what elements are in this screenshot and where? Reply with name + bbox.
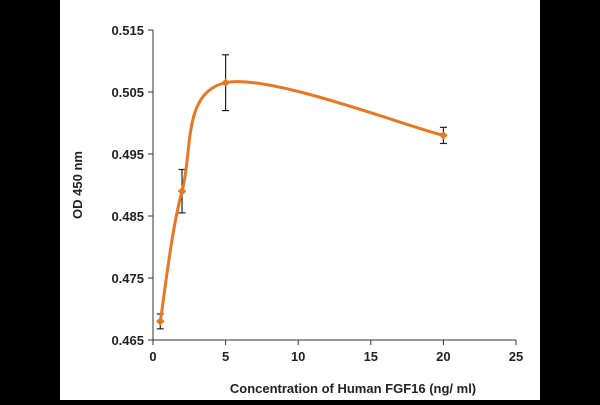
chart-panel: 0.465 0.475 0.485 0.495 0.505 0.515 0 5 10 15 20 25… xyxy=(60,0,540,400)
data-point xyxy=(439,131,448,140)
x-tick-label: 15 xyxy=(364,349,378,364)
x-tick-label: 25 xyxy=(509,349,523,364)
y-tick-label: 0.515 xyxy=(111,23,144,38)
data-point xyxy=(221,78,230,87)
data-point xyxy=(177,186,187,196)
axes xyxy=(152,30,516,341)
data-point xyxy=(156,317,165,326)
x-tick-label: 5 xyxy=(222,349,229,364)
plot-area xyxy=(156,54,448,330)
x-tick-label: 10 xyxy=(291,349,305,364)
x-tick-label: 20 xyxy=(436,349,450,364)
x-axis-label: Concentration of Human FGF16 (ng/ ml) xyxy=(230,381,476,396)
y-tick-label: 0.485 xyxy=(111,209,144,224)
series-line xyxy=(158,80,445,323)
line-chart: 0.465 0.475 0.485 0.495 0.505 0.515 0 5 10 15 20 25… xyxy=(70,23,523,396)
y-tick-label: 0.465 xyxy=(111,333,144,348)
x-tick-label: 0 xyxy=(149,349,156,364)
ticks: 0.465 0.475 0.485 0.495 0.505 0.515 0 5 10 15 20 25 xyxy=(111,23,523,364)
y-tick-label: 0.505 xyxy=(111,85,144,100)
y-tick-label: 0.475 xyxy=(111,271,144,286)
y-tick-label: 0.495 xyxy=(111,147,144,162)
y-axis-label: OD 450 nm xyxy=(70,151,85,219)
